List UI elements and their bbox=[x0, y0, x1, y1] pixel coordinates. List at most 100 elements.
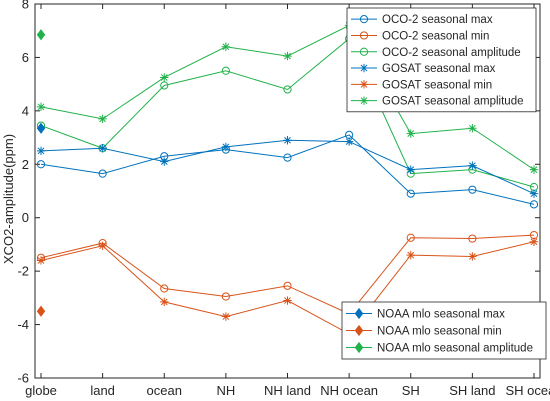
y-tick-label: 4 bbox=[22, 103, 29, 118]
data-point bbox=[529, 165, 539, 174]
series-gosat-seasonal-min bbox=[36, 237, 539, 339]
data-point bbox=[98, 144, 107, 153]
series-line bbox=[40, 234, 535, 315]
data-point bbox=[283, 153, 292, 162]
point-noaa-mlo-seasonal-max bbox=[36, 122, 46, 134]
data-point bbox=[468, 234, 477, 243]
legend-entry: OCO-2 seasonal min bbox=[351, 30, 489, 42]
data-point bbox=[36, 146, 46, 156]
legend-swatch-marker bbox=[354, 307, 364, 320]
legend-swatch-marker bbox=[359, 80, 369, 89]
data-point bbox=[406, 129, 415, 138]
data-point bbox=[406, 250, 415, 260]
data-point bbox=[344, 137, 354, 146]
y-tick-label: -2 bbox=[17, 264, 29, 279]
y-tick-label: 6 bbox=[22, 50, 29, 65]
data-point bbox=[98, 169, 107, 178]
data-point bbox=[529, 237, 539, 246]
data-point bbox=[406, 233, 415, 242]
data-point bbox=[406, 189, 415, 198]
legend-entry: GOSAT seasonal amplitude bbox=[351, 96, 523, 108]
legend-entry: NOAA mlo seasonal amplitude bbox=[346, 341, 533, 355]
data-point bbox=[221, 312, 231, 321]
legend-swatch-marker bbox=[354, 324, 364, 337]
x-tick-label: ocean bbox=[147, 383, 182, 398]
series-line bbox=[40, 139, 535, 195]
legend-label: OCO-2 seasonal max bbox=[382, 14, 493, 26]
data-point bbox=[36, 160, 46, 169]
legend-entry: NOAA mlo seasonal max bbox=[346, 307, 505, 321]
y-tick-label: 0 bbox=[22, 210, 29, 225]
data-point bbox=[36, 102, 46, 112]
y-tick-label: -6 bbox=[17, 371, 29, 386]
legend-entry: OCO-2 seasonal max bbox=[351, 14, 493, 26]
data-point bbox=[160, 284, 169, 293]
x-tick-label: NH land bbox=[264, 383, 311, 398]
legend-entry: OCO-2 seasonal amplitude bbox=[351, 47, 521, 59]
legend-swatch-marker bbox=[359, 96, 369, 105]
data-point bbox=[160, 73, 169, 82]
data-point bbox=[468, 161, 477, 170]
series-line bbox=[40, 37, 535, 188]
data-point bbox=[221, 42, 231, 51]
legend-entry: GOSAT seasonal min bbox=[351, 79, 492, 91]
series-layer bbox=[36, 21, 539, 339]
legend-bottom-right: NOAA mlo seasonal max NOAA mlo seasonal m… bbox=[341, 301, 547, 360]
series-gosat-seasonal-max bbox=[36, 136, 539, 198]
legend-box bbox=[341, 301, 547, 360]
y-axis-label: XCO2-amplitude(ppm) bbox=[1, 134, 16, 264]
legend-swatch-marker bbox=[354, 341, 364, 354]
legend-entry: GOSAT seasonal max bbox=[351, 63, 496, 75]
data-point bbox=[160, 297, 169, 307]
y-tick-label: -4 bbox=[17, 317, 29, 332]
data-point bbox=[221, 142, 231, 152]
data-point bbox=[283, 296, 292, 305]
data-point bbox=[283, 281, 292, 290]
x-tick-label: land bbox=[90, 383, 115, 398]
legend-swatch-marker bbox=[359, 15, 369, 24]
data-point bbox=[221, 66, 230, 75]
legend-label: NOAA mlo seasonal min bbox=[377, 326, 502, 338]
legend-label: GOSAT seasonal amplitude bbox=[382, 96, 523, 108]
data-point bbox=[468, 124, 477, 133]
point-noaa-mlo-seasonal-min bbox=[36, 305, 46, 317]
data-point bbox=[36, 256, 46, 265]
data-point bbox=[468, 252, 477, 261]
legend-entry: NOAA mlo seasonal min bbox=[346, 324, 502, 338]
data-point bbox=[283, 51, 292, 61]
legend-swatch-marker bbox=[359, 47, 369, 56]
legend-label: NOAA mlo seasonal max bbox=[377, 309, 505, 321]
legend-label: GOSAT seasonal min bbox=[382, 79, 492, 91]
data-point bbox=[529, 189, 539, 198]
data-point bbox=[160, 81, 169, 90]
data-point bbox=[98, 114, 107, 124]
y-tick-label: 8 bbox=[22, 0, 29, 12]
data-point bbox=[98, 241, 107, 250]
legend-swatch-marker bbox=[359, 63, 369, 73]
series-gosat-seasonal-amplitude bbox=[36, 21, 539, 174]
legend-label: GOSAT seasonal max bbox=[382, 63, 496, 75]
x-tick-label: NH bbox=[216, 383, 235, 398]
legend-box bbox=[346, 7, 537, 113]
data-point bbox=[160, 157, 169, 166]
legend-label: OCO-2 seasonal min bbox=[382, 30, 489, 42]
legend-label: OCO-2 seasonal amplitude bbox=[382, 47, 521, 59]
data-point bbox=[283, 136, 292, 145]
data-point bbox=[283, 85, 292, 94]
y-tick-label: 2 bbox=[22, 157, 29, 172]
x-tick-label: SH land bbox=[449, 383, 495, 398]
data-point bbox=[406, 165, 415, 174]
legend-swatch-marker bbox=[359, 31, 369, 40]
data-point bbox=[221, 292, 230, 301]
legend-top-right: OCO-2 seasonal max OCO-2 seasonal min OCO-… bbox=[346, 7, 537, 113]
x-tick-label: NH ocean bbox=[320, 383, 378, 398]
x-tick-label: globe bbox=[25, 383, 57, 398]
point-noaa-mlo-seasonal-amplitude bbox=[36, 29, 46, 41]
legend-layer: OCO-2 seasonal max OCO-2 seasonal min OCO-… bbox=[341, 7, 547, 360]
data-point bbox=[468, 185, 477, 194]
data-point bbox=[529, 200, 539, 209]
series-line bbox=[40, 134, 535, 205]
